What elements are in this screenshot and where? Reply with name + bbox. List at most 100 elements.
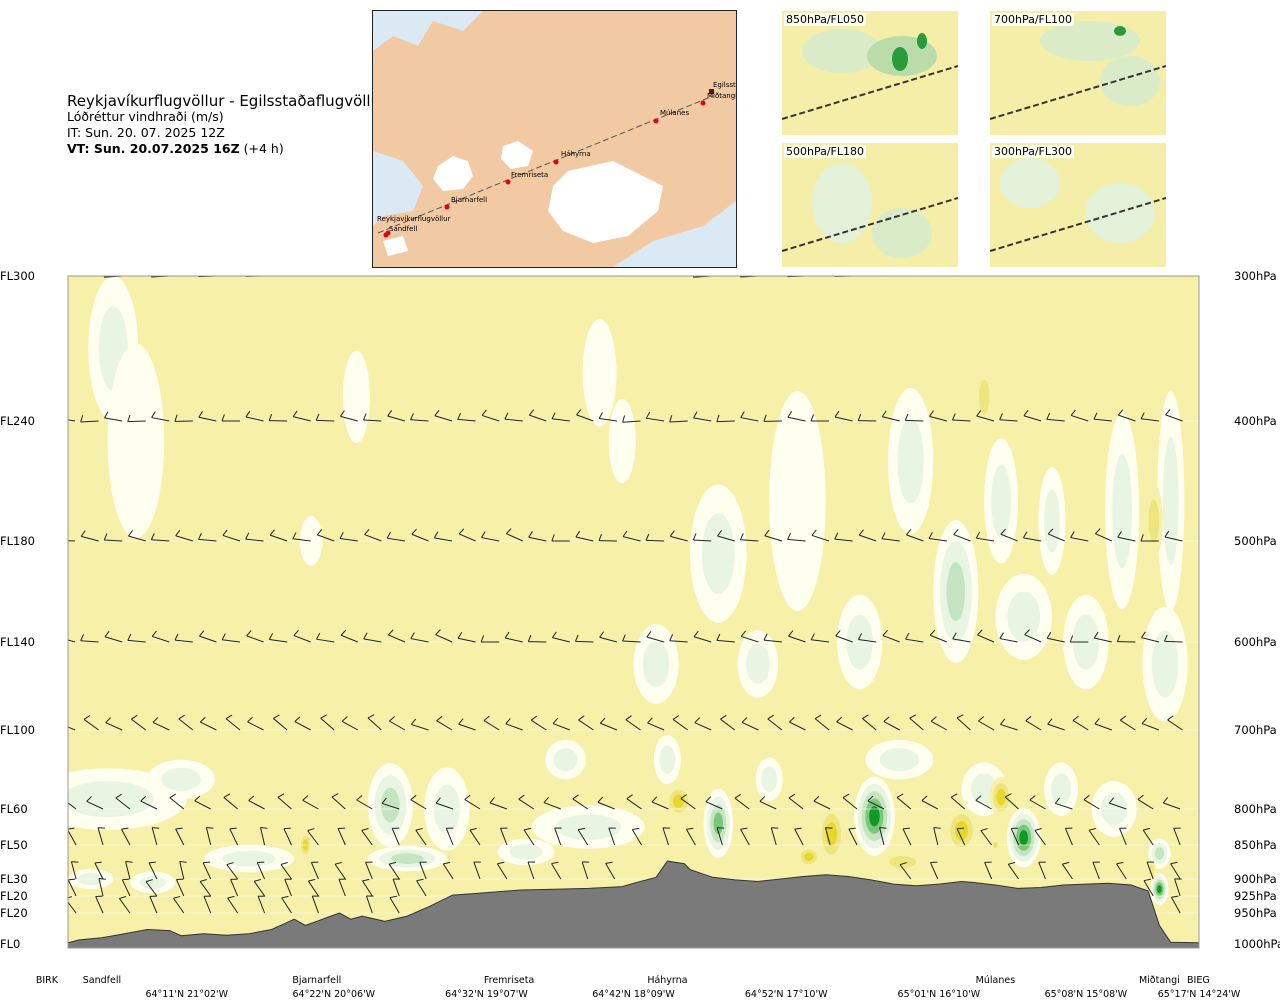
glacier-langjokull [433,156,473,191]
wind-barb [419,861,427,880]
wind-barb [500,827,508,846]
wind-barb-shaft [813,800,831,810]
wind-barb [1038,861,1046,880]
wind-barb-feather [194,795,201,802]
wind-barb [979,276,995,277]
wind-barb-shaft [151,417,170,422]
wind-barb-shaft [1083,799,1100,810]
wind-barb-feather [622,415,626,423]
wind-barb-feather [883,716,890,722]
wind-barb-shaft [337,828,346,846]
wind-barb-shaft [435,802,454,810]
wind-barb-feather [693,411,698,419]
wind-barb-feather [787,532,791,540]
wind-barb [361,828,373,846]
wind-barb-feather [530,715,538,721]
wind-barb-feather [443,861,451,865]
wind-barb [999,413,1018,422]
wind-barb [118,896,131,914]
wind-barb [131,714,147,731]
wind-barb-feather [435,797,441,804]
wind-barb-feather [899,862,907,866]
wind-barb [763,414,782,422]
wind-barb-feather [1023,269,1026,275]
wind-barb [568,276,570,277]
wind-barb-feather [80,634,84,641]
wind-barb-feather [411,266,415,272]
wind-barb-feather [669,415,673,423]
wind-barb [881,532,900,542]
wind-barb [834,532,853,542]
wind-barb-shaft [763,639,782,643]
wind-barb-shaft [148,862,158,880]
wind-barb-feather [145,879,153,883]
wind-barb [881,276,900,277]
waypoint-label: Bjarnarfell [292,975,342,986]
wind-barb-feather [292,532,297,540]
wind-barb [921,795,939,810]
wind-barb-feather [457,632,463,639]
wind-barb-feather [140,795,147,802]
wind-barb [284,878,292,897]
wind-barb-shaft [387,537,406,542]
contour-cell [737,630,779,698]
wind-barb-feather [921,795,928,801]
wind-barb-shaft [873,276,877,277]
wind-barb [237,276,241,277]
wind-barb-shaft [882,635,900,643]
wind-barb-shaft [317,534,335,542]
wind-barb-feather [740,411,745,418]
wind-barb-feather [339,532,344,539]
wind-barb [862,714,877,731]
contour-cell [1148,838,1171,869]
wind-barb-shaft [416,880,427,897]
wind-barb-shaft [222,639,241,643]
wind-barb-shaft [367,717,382,731]
wind-barb [523,827,535,846]
glacier-small [383,236,408,256]
wind-barb-shaft [734,797,750,810]
contour-band [1148,499,1160,543]
wind-barb-shaft [1064,828,1073,846]
contour-cell [633,624,679,704]
wind-barb [527,861,536,880]
wind-barb [221,633,241,643]
wind-barb [879,827,887,846]
wind-barb [104,411,123,422]
wind-barb-feather [292,276,294,277]
wind-barb-shaft [1141,418,1160,422]
wind-barb [669,530,688,542]
wind-barb-shaft [1047,533,1065,542]
wind-barb-feather [464,794,471,800]
wind-barb-shaft [331,796,346,810]
point-egilsstadir [709,89,714,94]
wind-barb-feather [842,793,850,799]
wind-barb [320,714,335,731]
wind-barb [492,276,500,277]
wind-barb-feather [151,630,157,637]
contour-band [608,398,636,484]
wind-barb [411,266,429,277]
wind-barb-shaft [1088,829,1100,846]
wind-barb-feather [787,411,793,418]
minimap-500-label: 500hPa/FL180 [784,145,867,158]
wind-barb-feather [178,714,185,720]
wind-barb-shaft [811,639,830,643]
wind-barb-shaft [1141,637,1160,643]
wind-barb [882,629,900,643]
wind-barb-feather [127,414,131,422]
wind-barb-shaft [811,534,830,542]
y-label-fl: FL50 [0,838,28,852]
wind-barb-feather [222,529,228,536]
wind-barb-shaft [70,861,77,880]
wind-barb [599,631,618,643]
wind-barb-feather [881,532,886,540]
wind-barb-shaft [834,416,853,422]
wind-barb-feather [597,796,604,803]
wind-barb-feather [1095,528,1101,535]
wind-barb-feather [260,826,268,829]
wind-barb-shaft [436,720,453,731]
wind-barb [1157,276,1159,277]
wind-barb-feather [173,895,181,899]
wind-barb [552,717,571,731]
